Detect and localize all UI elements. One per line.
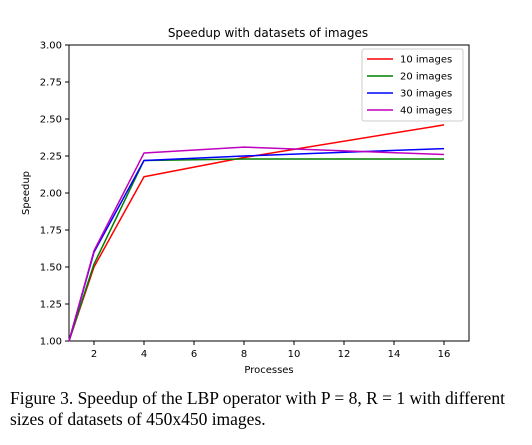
speedup-line-chart: Speedup with datasets of images 1.00 1.25… <box>21 26 470 376</box>
y-tick-label: 1.75 <box>40 226 62 237</box>
series-line-30-images <box>68 147 445 342</box>
legend: 10 images 20 images 30 images 40 images <box>361 48 464 122</box>
legend-label: 30 images <box>400 89 452 100</box>
y-tick-label: 2.50 <box>40 115 62 126</box>
x-tick-label: 12 <box>338 349 351 360</box>
x-tick-label: 14 <box>388 349 401 360</box>
x-axis: 2 4 6 8 10 12 14 16 <box>91 341 451 360</box>
y-axis-label: Speedup <box>21 171 32 215</box>
x-axis-label: Processes <box>244 365 293 376</box>
y-tick-label: 2.25 <box>40 152 62 163</box>
y-tick-label: 2.00 <box>40 189 62 200</box>
figure-caption: Figure 3. Speedup of the LBP operator wi… <box>10 388 505 429</box>
y-tick-label: 1.25 <box>40 300 62 311</box>
x-tick-label: 2 <box>91 349 97 360</box>
series-lines <box>68 124 445 342</box>
y-tick-label: 1.00 <box>40 337 62 348</box>
x-tick-label: 10 <box>288 349 301 360</box>
legend-label: 40 images <box>400 106 452 117</box>
legend-box <box>361 48 464 122</box>
legend-label: 10 images <box>400 55 452 66</box>
x-tick-label: 4 <box>141 349 147 360</box>
x-tick-label: 8 <box>241 349 247 360</box>
legend-label: 20 images <box>400 72 452 83</box>
series-line-40-images <box>68 146 445 342</box>
chart-title: Speedup with datasets of images <box>168 26 368 40</box>
y-tick-label: 3.00 <box>40 41 62 52</box>
series-line-20-images <box>68 158 444 342</box>
y-tick-label: 1.50 <box>40 263 62 274</box>
x-tick-label: 6 <box>191 349 197 360</box>
y-tick-label: 2.75 <box>40 78 62 89</box>
series-line-10-images <box>68 124 445 342</box>
x-tick-label: 16 <box>438 349 451 360</box>
y-axis: 1.00 1.25 1.50 1.75 2.00 2.25 2.50 2.75 3.00 <box>40 41 69 348</box>
